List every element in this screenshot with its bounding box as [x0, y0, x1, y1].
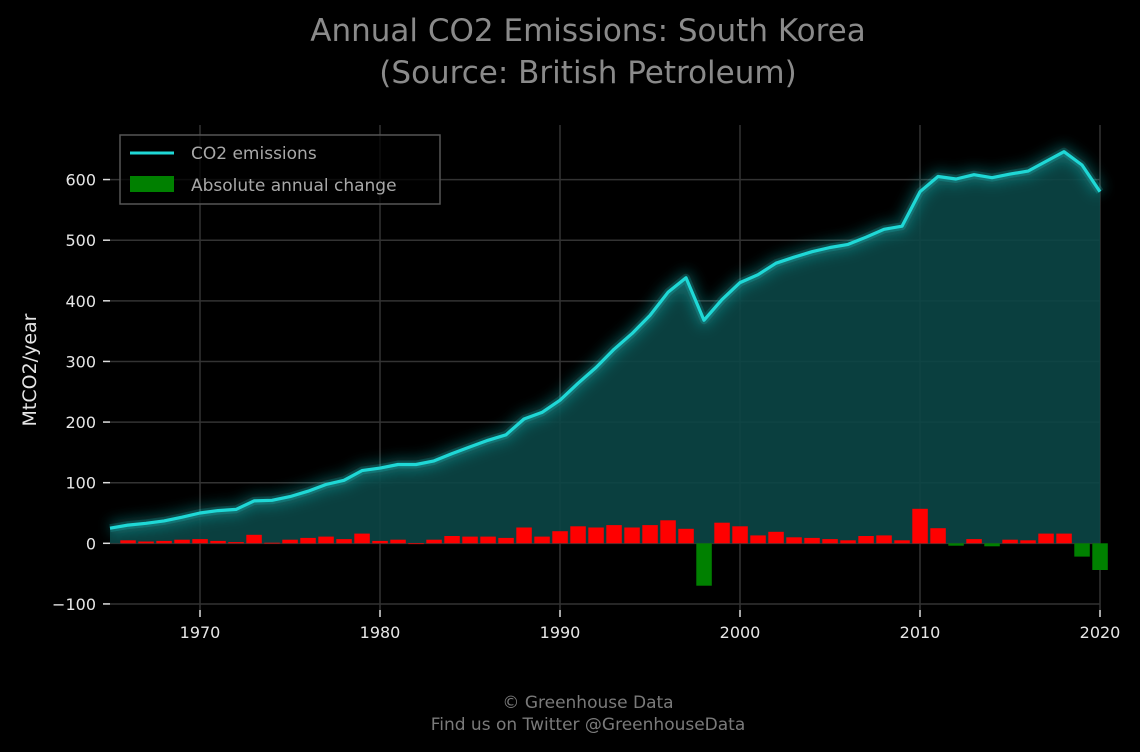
footer: © Greenhouse Data Find us on Twitter @Gr…: [0, 692, 1140, 736]
bar-increase: [624, 527, 640, 544]
bar-increase: [840, 540, 856, 544]
bar-increase: [426, 539, 442, 544]
bar-increase: [498, 537, 514, 544]
bar-decrease: [948, 543, 964, 546]
legend-label-emissions: CO2 emissions: [191, 144, 317, 164]
bar-increase: [462, 536, 478, 544]
bar-increase: [786, 537, 802, 544]
bar-increase: [318, 536, 334, 544]
bar-increase: [1002, 539, 1018, 544]
bar-increase: [912, 508, 928, 544]
x-tick-label: 2000: [720, 623, 761, 642]
bar-increase: [372, 540, 388, 544]
bar-increase: [138, 541, 154, 544]
bar-increase: [336, 539, 352, 544]
bar-decrease: [1074, 543, 1090, 557]
bar-increase: [714, 522, 730, 544]
bar-increase: [732, 526, 748, 544]
bar-increase: [534, 536, 550, 544]
bar-increase: [120, 540, 136, 544]
x-tick-label: 2010: [900, 623, 941, 642]
footer-twitter: Find us on Twitter @GreenhouseData: [430, 715, 746, 735]
bar-increase: [156, 540, 172, 544]
bar-increase: [1020, 540, 1036, 544]
y-tick-label: 200: [65, 413, 96, 432]
bar-increase: [1038, 533, 1054, 544]
bar-decrease: [984, 543, 1000, 547]
footer-copyright: © Greenhouse Data: [502, 693, 674, 713]
bar-increase: [444, 536, 460, 544]
x-tick-label: 1990: [540, 623, 581, 642]
legend: CO2 emissions Absolute annual change: [119, 134, 441, 205]
x-tick-label: 1980: [360, 623, 401, 642]
bar-increase: [480, 536, 496, 544]
bar-increase: [516, 527, 532, 544]
bar-increase: [804, 537, 820, 544]
bar-increase: [174, 539, 190, 544]
y-tick-label: 0: [86, 534, 96, 553]
bar-increase: [228, 542, 244, 544]
bar-increase: [210, 540, 226, 544]
bar-increase: [642, 525, 658, 544]
bar-increase: [750, 535, 766, 544]
y-tick-label: −100: [52, 595, 96, 614]
bar-increase: [876, 535, 892, 544]
bar-increase: [390, 539, 406, 544]
y-tick-label: 400: [65, 292, 96, 311]
emissions-line: [109, 150, 1102, 530]
y-tick-label: 600: [65, 171, 96, 190]
bar-increase: [300, 537, 316, 544]
x-tick-label: 2020: [1080, 623, 1121, 642]
bar-increase: [1056, 533, 1072, 544]
bar-increase: [930, 528, 946, 544]
y-tick-label: 100: [65, 474, 96, 493]
bar-decrease: [696, 543, 712, 586]
emissions-area-fill: [110, 151, 1100, 544]
y-tick-label: 300: [65, 352, 96, 371]
y-tick-label: 500: [65, 231, 96, 250]
bar-increase: [858, 536, 874, 544]
bar-increase: [588, 527, 604, 544]
y-axis-label: MtCO2/year: [19, 313, 41, 426]
x-tick-label: 1970: [180, 623, 221, 642]
bar-increase: [282, 539, 298, 544]
bar-increase: [354, 533, 370, 544]
legend-swatch-bar: [130, 176, 174, 192]
emissions-area: [110, 151, 1100, 544]
bar-decrease: [1092, 543, 1108, 570]
legend-box: [119, 134, 441, 205]
emissions-line-group: [108, 144, 1106, 536]
bar-increase: [192, 539, 208, 544]
bar-increase: [408, 543, 424, 545]
bar-increase: [966, 539, 982, 544]
legend-label-change: Absolute annual change: [191, 176, 397, 196]
bar-increase: [678, 528, 694, 544]
bar-increase: [894, 540, 910, 544]
bar-increase: [606, 525, 622, 544]
bar-increase: [768, 531, 784, 544]
bar-increase: [246, 534, 262, 544]
chart-title: Annual CO2 Emissions: South Korea (Sourc…: [0, 10, 1140, 94]
bar-increase: [552, 531, 568, 544]
chart-title-line2: (Source: British Petroleum): [379, 55, 797, 91]
chart-title-line1: Annual CO2 Emissions: South Korea: [310, 13, 866, 49]
bar-increase: [570, 526, 586, 544]
axes: −100 0 100 200 300 400 500 600 1970 1980 1990 2000 2…: [52, 171, 1120, 642]
bar-increase: [822, 539, 838, 544]
bar-increase: [660, 520, 676, 544]
bar-increase: [264, 542, 280, 544]
annual-change-bars: [120, 508, 1108, 586]
